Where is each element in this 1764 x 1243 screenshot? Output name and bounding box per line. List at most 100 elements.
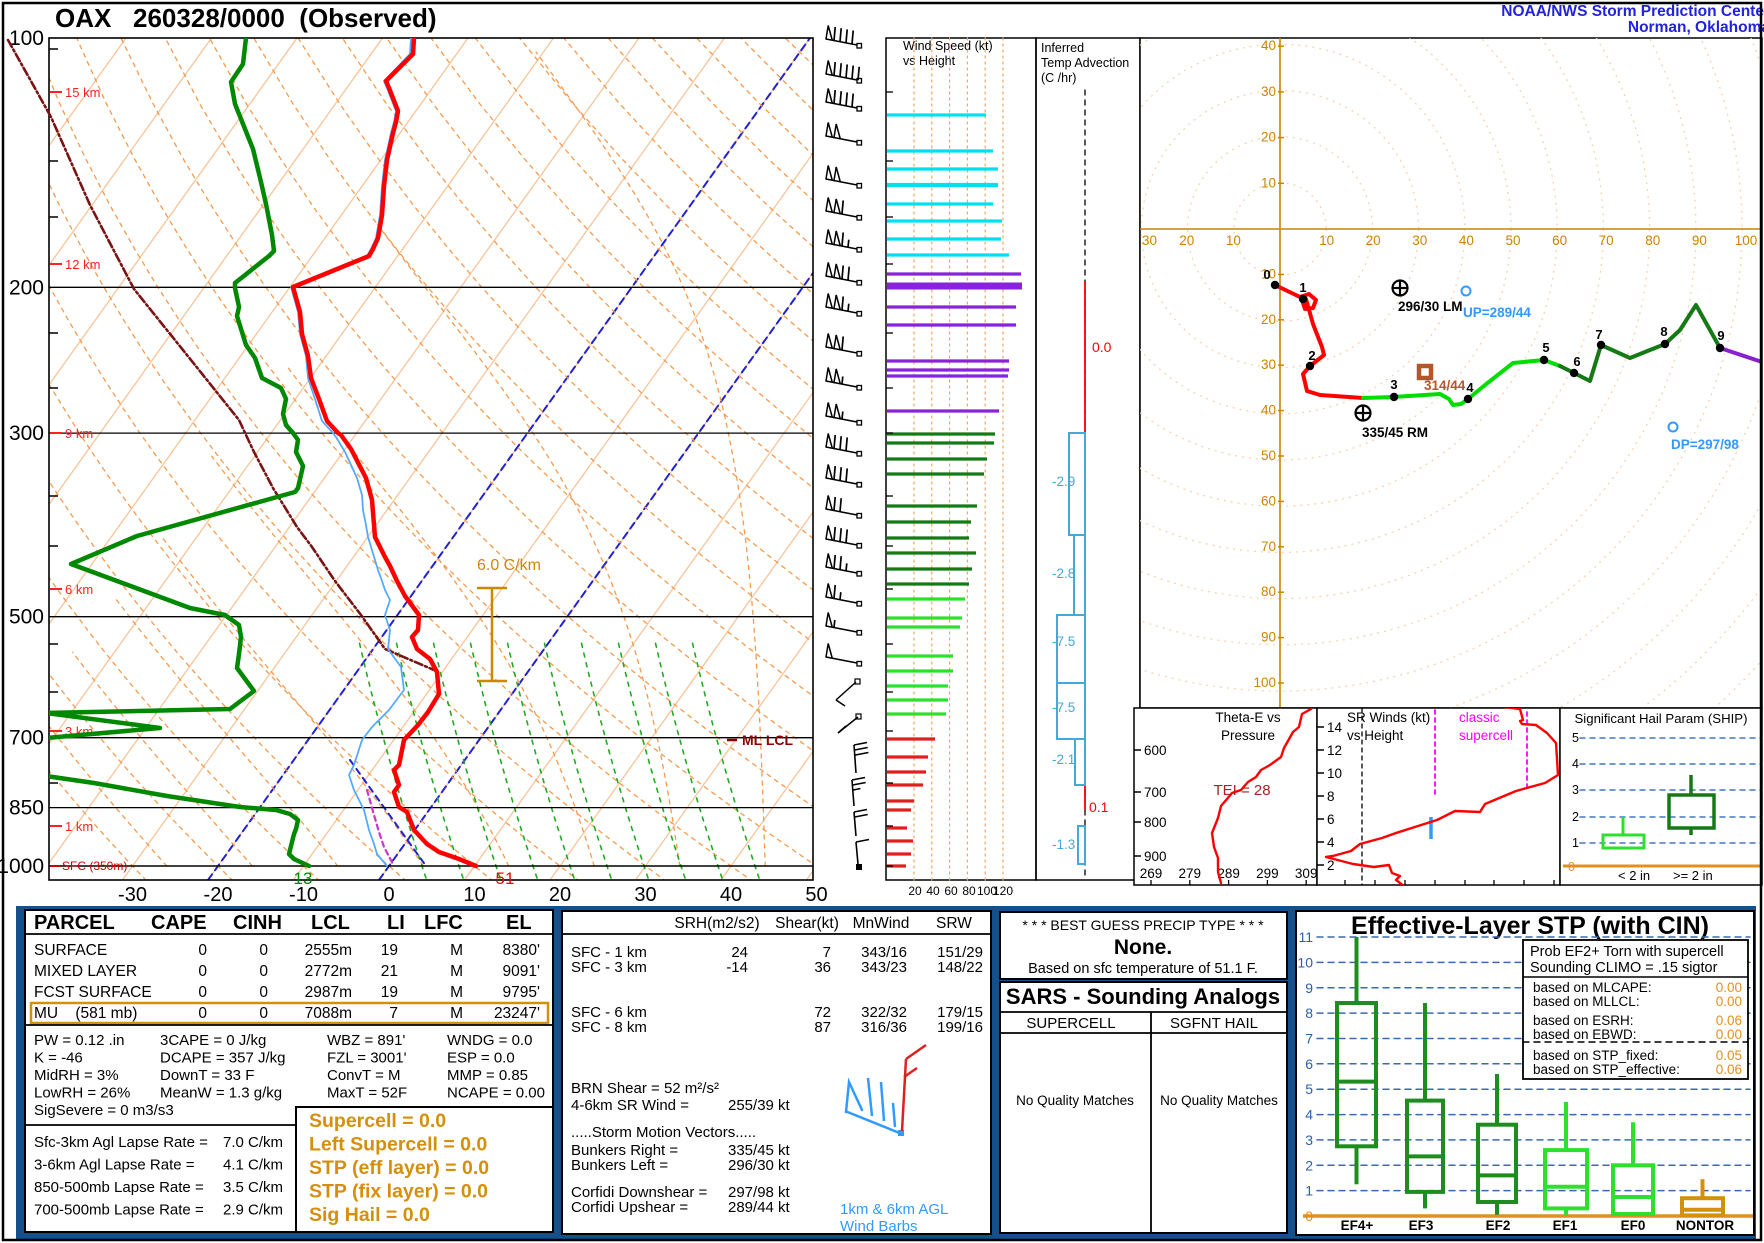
svg-text:8380': 8380' <box>503 942 540 959</box>
svg-text:20: 20 <box>1261 312 1276 327</box>
svg-text:296/30 LM: 296/30 LM <box>1398 299 1463 314</box>
svg-text:30: 30 <box>1412 233 1427 248</box>
svg-text:0: 0 <box>1263 267 1270 282</box>
svg-text:4.1 C/km: 4.1 C/km <box>223 1157 283 1174</box>
svg-text:800: 800 <box>1144 815 1167 830</box>
svg-text:SRH(m2/s2): SRH(m2/s2) <box>674 915 759 932</box>
svg-text:343/16: 343/16 <box>861 944 907 961</box>
svg-text:2: 2 <box>1327 858 1335 873</box>
svg-text:0: 0 <box>259 1005 268 1022</box>
svg-text:60: 60 <box>1552 233 1567 248</box>
svg-text:SigSevere = 0 m3/s3: SigSevere = 0 m3/s3 <box>34 1102 174 1119</box>
svg-text:MMP = 0.85: MMP = 0.85 <box>447 1067 528 1084</box>
svg-text:MeanW = 1.3 g/kg: MeanW = 1.3 g/kg <box>160 1085 282 1102</box>
svg-text:3: 3 <box>1390 377 1397 392</box>
svg-text:Pressure: Pressure <box>1221 728 1275 743</box>
svg-text:STP (fix layer) = 0.0: STP (fix layer) = 0.0 <box>309 1181 488 1203</box>
svg-text:60: 60 <box>1261 493 1276 508</box>
svg-text:151/29: 151/29 <box>937 944 983 961</box>
svg-text:LI: LI <box>387 912 405 934</box>
svg-text:12: 12 <box>1327 743 1342 758</box>
svg-text:2555m: 2555m <box>305 942 352 959</box>
svg-text:13: 13 <box>294 869 313 888</box>
svg-text:-7.5: -7.5 <box>1052 634 1075 649</box>
svg-text:based on STP_effective:: based on STP_effective: <box>1533 1062 1680 1077</box>
svg-text:EF4+: EF4+ <box>1341 1218 1374 1233</box>
svg-text:50: 50 <box>1505 233 1520 248</box>
svg-text:0: 0 <box>1568 860 1575 874</box>
svg-text:0: 0 <box>198 1005 207 1022</box>
svg-text:40: 40 <box>1261 403 1276 418</box>
svg-text:.....Storm Motion Vectors.....: .....Storm Motion Vectors..... <box>571 1124 756 1141</box>
svg-text:2: 2 <box>1308 348 1315 363</box>
svg-text:9: 9 <box>1305 980 1313 996</box>
svg-text:7: 7 <box>1595 327 1602 342</box>
svg-text:* * * BEST GUESS PRECIP TYPE *: * * * BEST GUESS PRECIP TYPE * * * <box>1022 917 1264 933</box>
svg-text:30: 30 <box>1261 84 1276 99</box>
svg-text:Wind Barbs: Wind Barbs <box>840 1218 918 1235</box>
svg-text:500: 500 <box>9 606 44 629</box>
svg-text:5: 5 <box>1572 731 1579 745</box>
svg-text:Left Supercell = 0.0: Left Supercell = 0.0 <box>309 1134 487 1156</box>
svg-text:ConvT = M: ConvT = M <box>327 1067 401 1084</box>
svg-text:279: 279 <box>1179 866 1202 881</box>
svg-text:MnWind: MnWind <box>853 915 910 932</box>
svg-text:20: 20 <box>1179 233 1194 248</box>
svg-text:CINH: CINH <box>233 912 282 934</box>
svg-text:PARCEL: PARCEL <box>34 912 115 934</box>
svg-text:15 km: 15 km <box>65 85 100 100</box>
svg-text:-2.8: -2.8 <box>1052 566 1075 581</box>
svg-text:40: 40 <box>720 884 742 906</box>
svg-text:120: 120 <box>993 884 1013 898</box>
svg-text:Effective-Layer STP (with CIN): Effective-Layer STP (with CIN) <box>1351 912 1709 940</box>
svg-text:based on ESRH:: based on ESRH: <box>1533 1013 1634 1028</box>
svg-text:SUPERCELL: SUPERCELL <box>1026 1015 1115 1032</box>
svg-text:87: 87 <box>814 1019 831 1036</box>
svg-text:289: 289 <box>1217 866 1240 881</box>
svg-text:316/36: 316/36 <box>861 1019 907 1036</box>
svg-text:Significant Hail Param (SHIP): Significant Hail Param (SHIP) <box>1575 711 1748 726</box>
svg-text:6.0 C/km: 6.0 C/km <box>477 557 541 574</box>
svg-text:50: 50 <box>805 884 827 906</box>
svg-text:19: 19 <box>381 942 398 959</box>
svg-text:M: M <box>450 1005 463 1022</box>
svg-text:30: 30 <box>634 884 656 906</box>
svg-text:1km & 6km AGL: 1km & 6km AGL <box>840 1201 948 1218</box>
svg-text:3CAPE = 0 J/kg: 3CAPE = 0 J/kg <box>160 1032 266 1049</box>
svg-text:2.9 C/km: 2.9 C/km <box>223 1202 283 1219</box>
svg-text:900: 900 <box>1144 849 1167 864</box>
svg-text:SFC (350m): SFC (350m) <box>62 859 127 873</box>
svg-text:60: 60 <box>944 884 958 898</box>
svg-text:1: 1 <box>1305 1183 1313 1199</box>
svg-text:Sounding CLIMO = .15 sigtor: Sounding CLIMO = .15 sigtor <box>1530 960 1718 976</box>
svg-text:4: 4 <box>1327 835 1335 850</box>
svg-text:100: 100 <box>977 884 997 898</box>
svg-text:0.06: 0.06 <box>1716 1013 1742 1028</box>
svg-text:335/45 kt: 335/45 kt <box>728 1142 791 1159</box>
svg-text:0: 0 <box>383 884 394 906</box>
svg-text:EF0: EF0 <box>1621 1218 1646 1233</box>
svg-text:7: 7 <box>389 1005 398 1022</box>
svg-text:M: M <box>450 984 463 1001</box>
svg-text:10: 10 <box>1297 954 1313 970</box>
svg-text:12 km: 12 km <box>65 257 100 272</box>
svg-text:5: 5 <box>1305 1081 1313 1097</box>
svg-text:4: 4 <box>1466 380 1474 395</box>
svg-text:700: 700 <box>1144 785 1167 800</box>
svg-text:EL: EL <box>506 912 532 934</box>
svg-text:-20: -20 <box>204 884 233 906</box>
svg-text:CAPE: CAPE <box>151 912 207 934</box>
svg-text:LowRH = 26%: LowRH = 26% <box>34 1085 130 1102</box>
svg-text:STP (eff layer) = 0.0: STP (eff layer) = 0.0 <box>309 1157 489 1179</box>
svg-text:NCAPE = 0.00: NCAPE = 0.00 <box>447 1085 545 1102</box>
svg-text:SFC - 1 km: SFC - 1 km <box>571 944 647 961</box>
svg-text:3: 3 <box>1305 1132 1313 1148</box>
svg-text:NOAA/NWS Storm Prediction Cent: NOAA/NWS Storm Prediction Center <box>1501 3 1764 20</box>
svg-text:72: 72 <box>814 1004 831 1021</box>
svg-text:vs Height: vs Height <box>1347 728 1404 743</box>
svg-text:Sfc-3km Agl Lapse Rate =: Sfc-3km Agl Lapse Rate = <box>34 1134 208 1151</box>
svg-text:DP=297/98: DP=297/98 <box>1671 437 1739 452</box>
svg-text:40: 40 <box>926 884 940 898</box>
svg-text:0.0: 0.0 <box>1092 339 1112 355</box>
svg-text:1: 1 <box>1572 836 1579 850</box>
